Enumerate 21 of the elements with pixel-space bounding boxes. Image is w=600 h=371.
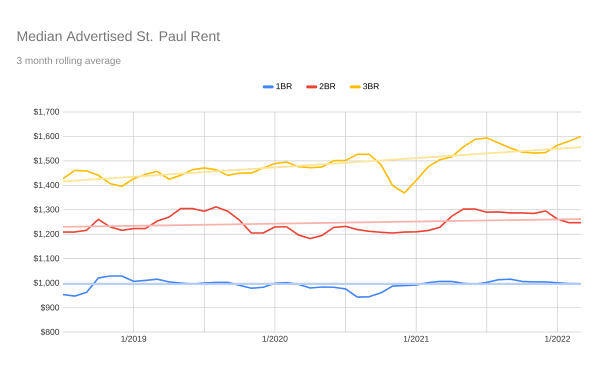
- legend-label: 1BR: [276, 83, 292, 90]
- line-series: [63, 136, 581, 194]
- y-tick-label: $1,000: [34, 279, 60, 287]
- y-tick-label: $1,600: [34, 132, 60, 140]
- x-tick-label: 1/2022: [545, 336, 570, 342]
- chart-subtitle: 3 month rolling average: [16, 56, 121, 66]
- y-tick-label: $1,400: [34, 182, 60, 190]
- y-tick-label: $1,100: [34, 254, 60, 262]
- chart-title: Median Advertised St. Paul Rent: [18, 30, 220, 42]
- y-tick-label: $1,300: [34, 206, 60, 214]
- y-tick-label: $900: [40, 304, 60, 311]
- x-tick-label: 1/2020: [262, 336, 288, 342]
- y-tick-label: $800: [40, 328, 60, 336]
- x-tick-label: 1/2019: [121, 336, 146, 342]
- y-tick-label: $1,700: [34, 108, 60, 116]
- line-series: [63, 206, 581, 240]
- y-tick-label: $1,200: [34, 230, 60, 238]
- x-tick-label: 1/2021: [404, 336, 429, 342]
- legend-label: 2BR: [320, 83, 336, 90]
- y-tick-label: $1,500: [34, 157, 60, 165]
- legend-label: 3BR: [363, 83, 379, 90]
